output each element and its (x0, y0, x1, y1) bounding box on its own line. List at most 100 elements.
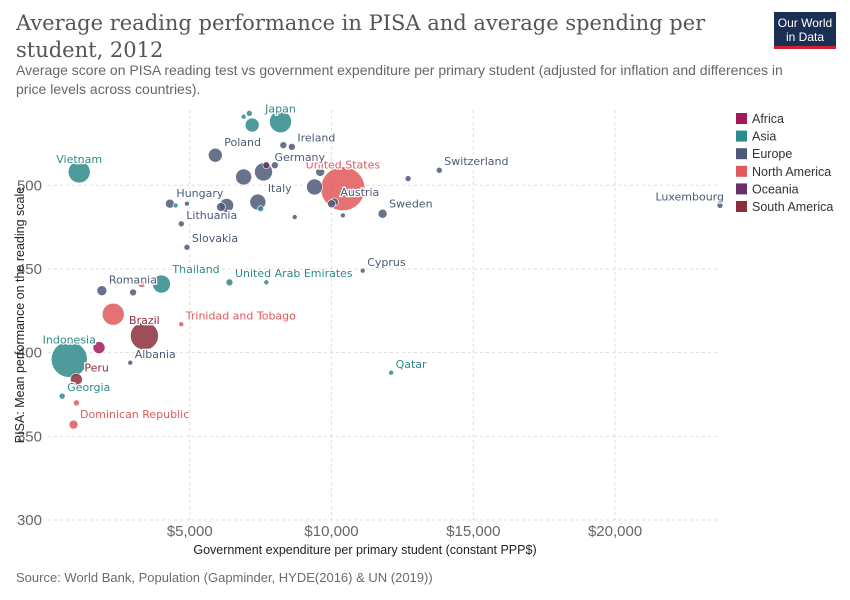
data-point[interactable] (129, 288, 137, 297)
x-tick-label: $15,000 (446, 523, 500, 540)
point-label: Brazil (129, 314, 160, 327)
data-point[interactable] (70, 373, 83, 386)
y-tick-label: 300 (17, 512, 42, 529)
data-point[interactable] (246, 110, 253, 117)
data-point[interactable] (291, 214, 298, 220)
legend-swatch (736, 113, 747, 124)
point-label: Austria (340, 186, 379, 199)
legend-swatch (736, 130, 747, 142)
data-point[interactable] (327, 199, 336, 209)
data-point[interactable] (435, 166, 443, 174)
y-tick-label: 450 (17, 261, 42, 278)
point-label: Ireland (297, 131, 335, 144)
point-label: Indonesia (43, 333, 96, 346)
logo-line-2: in Data (785, 30, 825, 44)
point-label: Georgia (67, 381, 110, 394)
point-label: Poland (224, 136, 261, 149)
point-label: Qatar (396, 358, 427, 371)
data-point[interactable] (178, 321, 185, 328)
point-label: Switzerland (444, 155, 508, 168)
chart-subtitle: Average score on PISA reading test vs go… (16, 62, 783, 97)
data-point[interactable] (271, 161, 279, 170)
data-point[interactable] (101, 302, 125, 326)
point-label: Trinidad and Tobago (185, 310, 296, 323)
point-label: Luxembourg (655, 190, 724, 203)
owid-logo[interactable]: Our World in Data (774, 12, 836, 49)
data-point[interactable] (165, 198, 175, 209)
legend-swatch (736, 183, 747, 195)
data-point[interactable] (340, 212, 346, 219)
data-point[interactable] (225, 278, 234, 287)
x-tick-label: $20,000 (588, 523, 642, 540)
data-point[interactable] (377, 208, 388, 219)
point-label: Slovakia (192, 232, 238, 245)
data-point[interactable] (288, 143, 296, 151)
data-point[interactable] (177, 220, 185, 228)
data-point[interactable] (263, 279, 270, 286)
data-point[interactable] (269, 110, 292, 134)
legend-swatch (736, 201, 747, 212)
data-point[interactable] (359, 267, 366, 274)
data-point[interactable] (315, 167, 326, 177)
point-label: Romania (109, 274, 157, 287)
point-label: Peru (84, 361, 109, 374)
data-point[interactable] (235, 168, 252, 186)
point-label: Germany (274, 151, 325, 164)
point-label: Vietnam (56, 153, 102, 166)
data-point[interactable] (183, 243, 191, 251)
data-point[interactable] (92, 341, 106, 354)
axis-ticks: 300 350 400 450 500 $5,000 $10,000 $15,000 $20,0… (17, 177, 642, 540)
x-axis-label: Government expenditure per primary stude… (193, 543, 536, 557)
point-label: United States (306, 159, 381, 172)
legend-item-label[interactable]: Oceania (752, 182, 799, 196)
data-point[interactable] (716, 202, 724, 209)
data-point[interactable] (207, 147, 223, 163)
point-label: Cyprus (367, 256, 406, 269)
data-point[interactable] (184, 200, 190, 207)
y-tick-label: 350 (17, 428, 42, 445)
point-label: Italy (268, 182, 292, 195)
point-label: Thailand (171, 263, 219, 276)
data-point[interactable] (404, 175, 412, 182)
data-point[interactable] (244, 117, 260, 133)
x-tick-label: $10,000 (304, 523, 358, 540)
data-point[interactable] (152, 274, 171, 294)
point-label: Dominican Republic (80, 408, 189, 421)
legend-item-label[interactable]: Asia (752, 130, 776, 144)
point-label: Lithuania (186, 209, 237, 222)
legend-item-label[interactable]: Europe (752, 147, 792, 161)
y-tick-label: 500 (17, 177, 42, 194)
data-point[interactable] (306, 178, 323, 196)
chart-title: Average reading performance in PISA and … (16, 11, 706, 62)
data-point[interactable] (127, 359, 134, 366)
legend-swatch (736, 148, 747, 160)
y-tick-label: 400 (17, 345, 42, 362)
data-point[interactable] (58, 392, 66, 400)
data-point[interactable] (262, 161, 271, 170)
source-note: Source: World Bank, Population (Gapminde… (16, 570, 433, 585)
legend-item-label[interactable]: Africa (752, 112, 784, 126)
data-point[interactable] (137, 280, 146, 288)
point-label: United Arab Emirates (235, 267, 353, 280)
point-label: Hungary (176, 187, 223, 200)
point-label: Albania (135, 348, 176, 361)
data-point[interactable] (388, 369, 394, 376)
data-point[interactable] (68, 419, 79, 430)
data-point[interactable] (279, 141, 288, 149)
point-label: Sweden (389, 197, 432, 210)
data-point[interactable] (130, 321, 159, 351)
legend-item-label[interactable]: North America (752, 165, 831, 179)
data-point[interactable] (172, 202, 179, 209)
data-point[interactable] (216, 202, 226, 212)
logo-line-1: Our World (777, 16, 833, 30)
legend-item-label[interactable]: South America (752, 200, 833, 214)
data-point[interactable] (257, 205, 264, 213)
point-label: Japan (264, 103, 296, 116)
data-point[interactable] (67, 160, 91, 184)
data-point[interactable] (96, 285, 108, 297)
data-point[interactable] (240, 113, 247, 120)
legend: Africa Asia Europe North America Oceania Sout… (736, 112, 833, 214)
data-point[interactable] (50, 341, 88, 378)
data-point[interactable] (73, 399, 80, 407)
